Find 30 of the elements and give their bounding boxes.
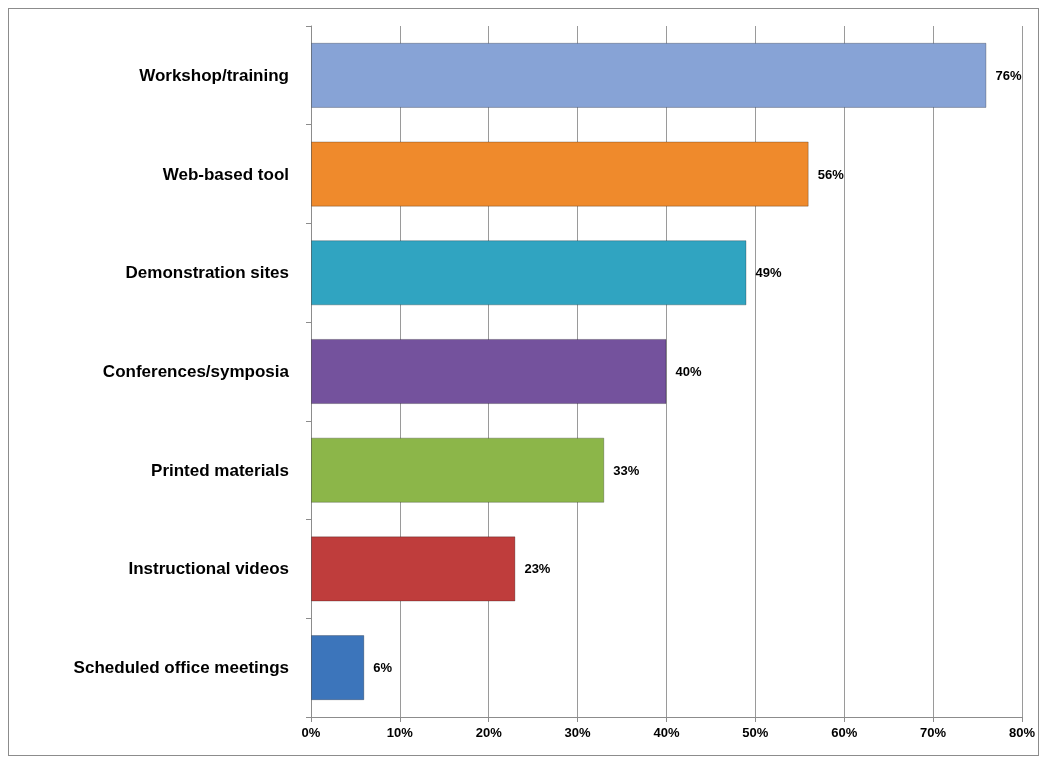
data-label: 76% [995,67,1022,83]
bar [311,240,747,306]
data-label: 23% [524,561,551,577]
bar [311,536,516,602]
y-tick-label: Demonstration sites [125,263,289,283]
bar [311,338,667,405]
data-label: 49% [755,265,782,281]
y-tick-label: Instructional videos [128,559,289,579]
data-label: 56% [817,166,845,182]
x-tick-label: 20% [475,725,503,740]
x-tick-label: 30% [564,725,592,740]
data-label: 40% [675,364,702,379]
y-tick-label: Workshop/training [139,65,289,85]
bar [311,141,809,207]
data-label: 33% [613,462,640,478]
bar [311,635,365,701]
x-tick-label: 10% [386,725,414,740]
x-tick-label: 40% [653,725,680,740]
data-label: 6% [373,660,393,676]
x-tick-label: 60% [831,725,858,740]
y-tick-label: Web-based tool [162,164,289,184]
bar [311,42,987,108]
bar [311,437,605,503]
x-tick-label: 0% [301,725,321,740]
y-tick-label: Printed materials [151,460,289,480]
x-tick-label: 50% [742,725,769,740]
y-tick-label: Scheduled office meetings [73,658,289,678]
y-tick-label: Conferences/symposia [102,362,290,381]
x-tick-label: 80% [1008,725,1036,740]
x-tick-label: 70% [920,725,947,740]
